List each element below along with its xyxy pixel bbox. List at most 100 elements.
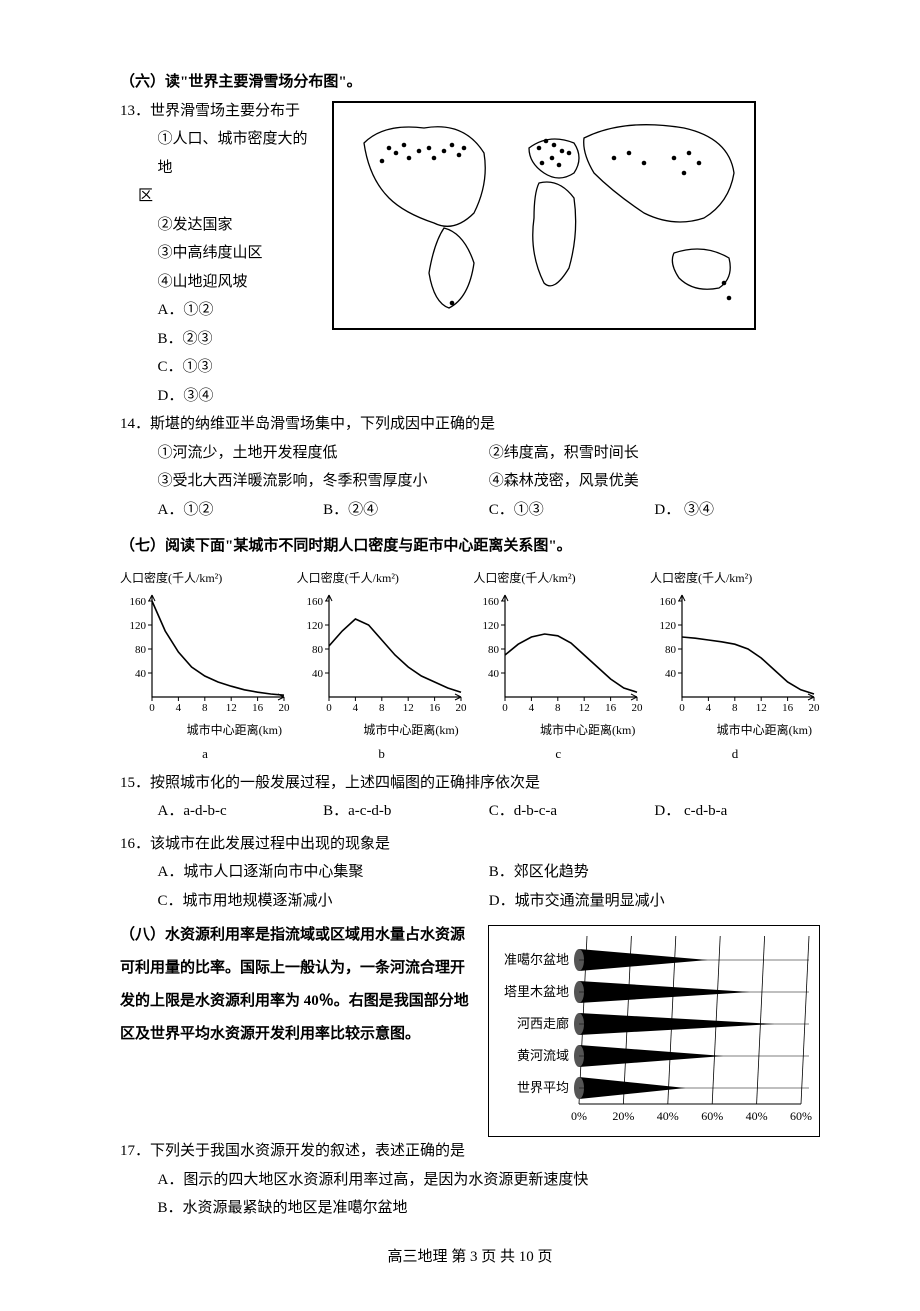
svg-text:8: 8	[732, 702, 738, 714]
svg-text:16: 16	[605, 702, 617, 714]
svg-text:8: 8	[555, 702, 561, 714]
q14-opt-b: B．②④	[323, 496, 489, 525]
chart-xlabel: 城市中心距离(km)b	[297, 719, 467, 766]
svg-text:黄河流域: 黄河流域	[517, 1048, 569, 1063]
page-footer: 高三地理 第 3 页 共 10 页	[120, 1243, 820, 1272]
svg-text:120: 120	[483, 620, 500, 632]
svg-text:4: 4	[706, 702, 712, 714]
q13-opt-c: C．①③	[120, 353, 320, 382]
svg-text:160: 160	[483, 596, 500, 608]
svg-text:8: 8	[379, 702, 385, 714]
q17-stem: 17．下列关于我国水资源开发的叙述，表述正确的是	[120, 1137, 820, 1166]
water-chart-svg: 0% 20% 40% 60% 40% 60% 准噶尔盆地塔里木盆地河西走廊黄河流域世界平均	[489, 926, 819, 1136]
q16-opt-b: B．郊区化趋势	[489, 858, 820, 887]
chart-ylabel: 人口密度(千人/km²)	[473, 567, 643, 590]
svg-text:40: 40	[665, 668, 677, 680]
density-chart-b: 4080120160048121620	[297, 589, 467, 719]
chart-ylabel: 人口密度(千人/km²)	[120, 567, 290, 590]
svg-text:40: 40	[312, 668, 324, 680]
svg-text:0: 0	[679, 702, 685, 714]
svg-text:20: 20	[808, 702, 820, 714]
svg-text:20: 20	[455, 702, 467, 714]
q14-item-4: ④森林茂密，风景优美	[489, 467, 820, 496]
q15-opt-c: C．d-b-c-a	[489, 797, 655, 826]
svg-text:80: 80	[488, 644, 500, 656]
svg-text:80: 80	[135, 644, 147, 656]
q15-opt-d: D． c-d-b-a	[654, 797, 820, 826]
density-charts-row: 人口密度(千人/km²)4080120160048121620城市中心距离(km…	[120, 567, 820, 767]
svg-text:0%: 0%	[571, 1109, 587, 1123]
q15-stem: 15．按照城市化的一般发展过程，上述四幅图的正确排序依次是	[120, 769, 820, 798]
svg-text:40%: 40%	[746, 1109, 768, 1123]
svg-text:40: 40	[488, 668, 500, 680]
svg-text:160: 160	[659, 596, 676, 608]
svg-text:4: 4	[529, 702, 535, 714]
q13-stem: 13．世界滑雪场主要分布于	[120, 97, 320, 126]
svg-text:20%: 20%	[612, 1109, 634, 1123]
svg-text:0: 0	[503, 702, 509, 714]
svg-text:世界平均: 世界平均	[517, 1080, 569, 1095]
q14-item-2: ②纬度高，积雪时间长	[489, 439, 820, 468]
q14-opt-a: A．①②	[158, 496, 324, 525]
q16-opt-a: A．城市人口逐渐向市中心集聚	[158, 858, 489, 887]
svg-text:准噶尔盆地: 准噶尔盆地	[504, 952, 569, 967]
svg-text:4: 4	[176, 702, 182, 714]
svg-text:160: 160	[306, 596, 323, 608]
q13-opt-a: A．①②	[120, 296, 320, 325]
svg-text:0: 0	[149, 702, 155, 714]
svg-text:80: 80	[312, 644, 324, 656]
world-map-svg	[334, 103, 754, 328]
q15-opt-b: B．a-c-d-b	[323, 797, 489, 826]
q14-stem: 14．斯堪的纳维亚半岛滑雪场集中，下列成因中正确的是	[120, 410, 820, 439]
water-chart-box: 0% 20% 40% 60% 40% 60% 准噶尔盆地塔里木盆地河西走廊黄河流域世界平均	[488, 925, 820, 1137]
q15-opt-a: A．a-d-b-c	[158, 797, 324, 826]
world-map-figure	[332, 101, 756, 330]
svg-text:20: 20	[279, 702, 291, 714]
svg-text:4: 4	[352, 702, 358, 714]
svg-text:120: 120	[130, 620, 147, 632]
svg-text:0: 0	[326, 702, 332, 714]
svg-text:60%: 60%	[790, 1109, 812, 1123]
q17-opt-b: B．水资源最紧缺的地区是准噶尔盆地	[120, 1194, 820, 1223]
svg-text:16: 16	[252, 702, 264, 714]
density-chart-c: 40 80 120 160 0 4 8 12 16 20	[473, 589, 643, 719]
q14-opt-c: C．①③	[489, 496, 655, 525]
q13-opt-d: D．③④	[120, 382, 320, 411]
chart-xlabel: 城市中心距离(km)d	[650, 719, 820, 766]
q14-item-3: ③受北大西洋暖流影响，冬季积雪厚度小	[158, 467, 489, 496]
section-7-title: （七）阅读下面"某城市不同时期人口密度与距市中心距离关系图"。	[120, 532, 820, 561]
svg-text:60%: 60%	[701, 1109, 723, 1123]
q16-stem: 16．该城市在此发展过程中出现的现象是	[120, 830, 820, 859]
q13-item-4: ④山地迎风坡	[120, 268, 320, 297]
q13-item-1: ①人口、城市密度大的地	[120, 125, 320, 182]
svg-text:16: 16	[429, 702, 441, 714]
svg-text:160: 160	[130, 596, 147, 608]
q16-opt-c: C．城市用地规模逐渐减小	[158, 887, 489, 916]
q13-block: 13．世界滑雪场主要分布于 ①人口、城市密度大的地 区 ②发达国家 ③中高纬度山…	[120, 97, 820, 411]
svg-text:20: 20	[632, 702, 644, 714]
section-6-title: （六）读"世界主要滑雪场分布图"。	[120, 68, 820, 97]
q17-opt-a: A．图示的四大地区水资源利用率过高，是因为水资源更新速度快	[120, 1166, 820, 1195]
q16-opt-d: D．城市交通流量明显减小	[489, 887, 820, 916]
q13-item-1b: 区	[120, 182, 320, 211]
q13-item-2: ②发达国家	[120, 211, 320, 240]
svg-text:40%: 40%	[657, 1109, 679, 1123]
svg-text:120: 120	[659, 620, 676, 632]
svg-text:12: 12	[756, 702, 767, 714]
svg-text:12: 12	[402, 702, 413, 714]
density-chart-d: 40 80 120 160 0 4 8 12 16 20	[650, 589, 820, 719]
svg-text:河西走廊: 河西走廊	[517, 1016, 569, 1031]
svg-text:12: 12	[226, 702, 237, 714]
chart-ylabel: 人口密度(千人/km²)	[650, 567, 820, 590]
chart-ylabel: 人口密度(千人/km²)	[297, 567, 467, 590]
q14-item-1: ①河流少，土地开发程度低	[158, 439, 489, 468]
q14-opt-d: D． ③④	[654, 496, 820, 525]
q13-item-3: ③中高纬度山区	[120, 239, 320, 268]
density-chart-a: 4080120160048121620	[120, 589, 290, 719]
svg-text:16: 16	[782, 702, 794, 714]
svg-text:12: 12	[579, 702, 590, 714]
svg-text:塔里木盆地: 塔里木盆地	[504, 984, 569, 999]
svg-text:80: 80	[665, 644, 677, 656]
chart-xlabel: 城市中心距离(km)c	[473, 719, 643, 766]
svg-text:40: 40	[135, 668, 147, 680]
